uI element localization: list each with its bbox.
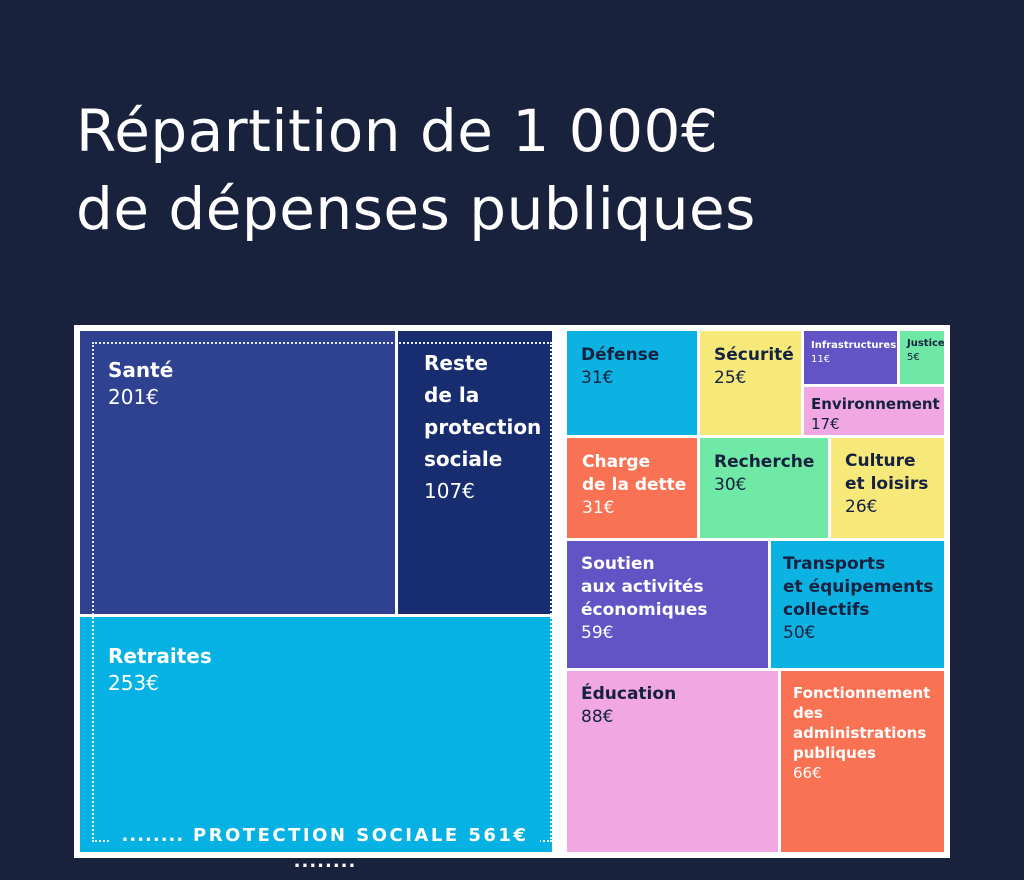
treemap-cell-defense: Défense 31€ <box>567 331 697 435</box>
treemap-value-culture: 26€ <box>845 497 878 517</box>
treemap-label-transports: Transports et équipements collectifs <box>783 554 934 620</box>
treemap-cell-environnement: Environnement 17€ <box>804 387 944 435</box>
treemap-label-fonctionnement: Fonctionnement des administrations publi… <box>793 684 931 762</box>
treemap-cell-education: Éducation 88€ <box>567 671 778 852</box>
treemap-cell-retraites: Retraites 253€ <box>80 617 552 852</box>
treemap-value-recherche: 30€ <box>714 475 747 495</box>
treemap-label-sante: Santé <box>108 358 174 382</box>
treemap-value-retraites: 253€ <box>108 671 159 695</box>
treemap-value-securite: 25€ <box>714 368 747 388</box>
treemap-label-reste-protection: Reste de la protection sociale <box>424 351 542 471</box>
treemap-cell-securite: Sécurité 25€ <box>700 331 801 435</box>
treemap-value-soutien: 59€ <box>581 623 614 643</box>
treemap-value-education: 88€ <box>581 707 614 727</box>
treemap-cell-recherche: Recherche 30€ <box>700 438 828 538</box>
title-line-2: de dépenses publiques <box>76 175 756 243</box>
treemap-cell-transports: Transports et équipements collectifs 50€ <box>771 541 944 668</box>
treemap-cell-soutien: Soutien aux activités économiques 59€ <box>567 541 768 668</box>
treemap-label-education: Éducation <box>581 684 677 704</box>
treemap-label-justice: Justice <box>907 338 944 349</box>
treemap-value-reste-protection: 107€ <box>424 479 475 503</box>
treemap-cell-fonctionnement: Fonctionnement des administrations publi… <box>781 671 944 852</box>
treemap-label-environnement: Environnement <box>811 395 940 413</box>
treemap-value-defense: 31€ <box>581 368 614 388</box>
treemap-cell-sante: Santé 201€ <box>80 331 395 614</box>
treemap-cell-culture: Culture et loisirs 26€ <box>831 438 944 538</box>
protection-sociale-group-label: ........ PROTECTION SOCIALE 561€ .......… <box>110 823 540 872</box>
treemap-label-soutien: Soutien aux activités économiques <box>581 554 708 620</box>
treemap-label-culture: Culture et loisirs <box>845 451 929 494</box>
treemap-label-retraites: Retraites <box>108 644 212 668</box>
treemap-value-charge-dette: 31€ <box>582 498 615 518</box>
treemap-value-fonctionnement: 66€ <box>793 764 822 782</box>
treemap-value-sante: 201€ <box>108 385 159 409</box>
treemap-cell-reste-protection: Reste de la protection sociale 107€ <box>398 331 552 614</box>
treemap-label-infrastructures: Infrastructures <box>811 340 897 351</box>
treemap-value-infrastructures: 11€ <box>811 354 831 365</box>
treemap-label-securite: Sécurité <box>714 345 794 365</box>
treemap-cell-charge-dette: Charge de la dette 31€ <box>567 438 697 538</box>
treemap-label-recherche: Recherche <box>714 452 815 472</box>
treemap-chart: Santé 201€ Reste de la protection sociale 1… <box>80 331 944 852</box>
group-label-dots-left: ........ <box>121 825 185 846</box>
page-title: Répartition de 1 000€ de dépenses publiq… <box>76 92 976 248</box>
treemap-value-environnement: 17€ <box>811 415 840 433</box>
title-line-1: Répartition de 1 000€ <box>76 97 719 165</box>
treemap-cell-justice: Justice 5€ <box>900 331 944 384</box>
group-label-dots-right: ........ <box>293 851 357 872</box>
treemap-label-charge-dette: Charge de la dette <box>582 452 687 495</box>
treemap-cell-infrastructures: Infrastructures 11€ <box>804 331 897 384</box>
treemap-value-transports: 50€ <box>783 623 816 643</box>
group-label-text: PROTECTION SOCIALE 561€ <box>193 825 529 846</box>
treemap-label-defense: Défense <box>581 345 660 365</box>
treemap-value-justice: 5€ <box>907 352 920 363</box>
